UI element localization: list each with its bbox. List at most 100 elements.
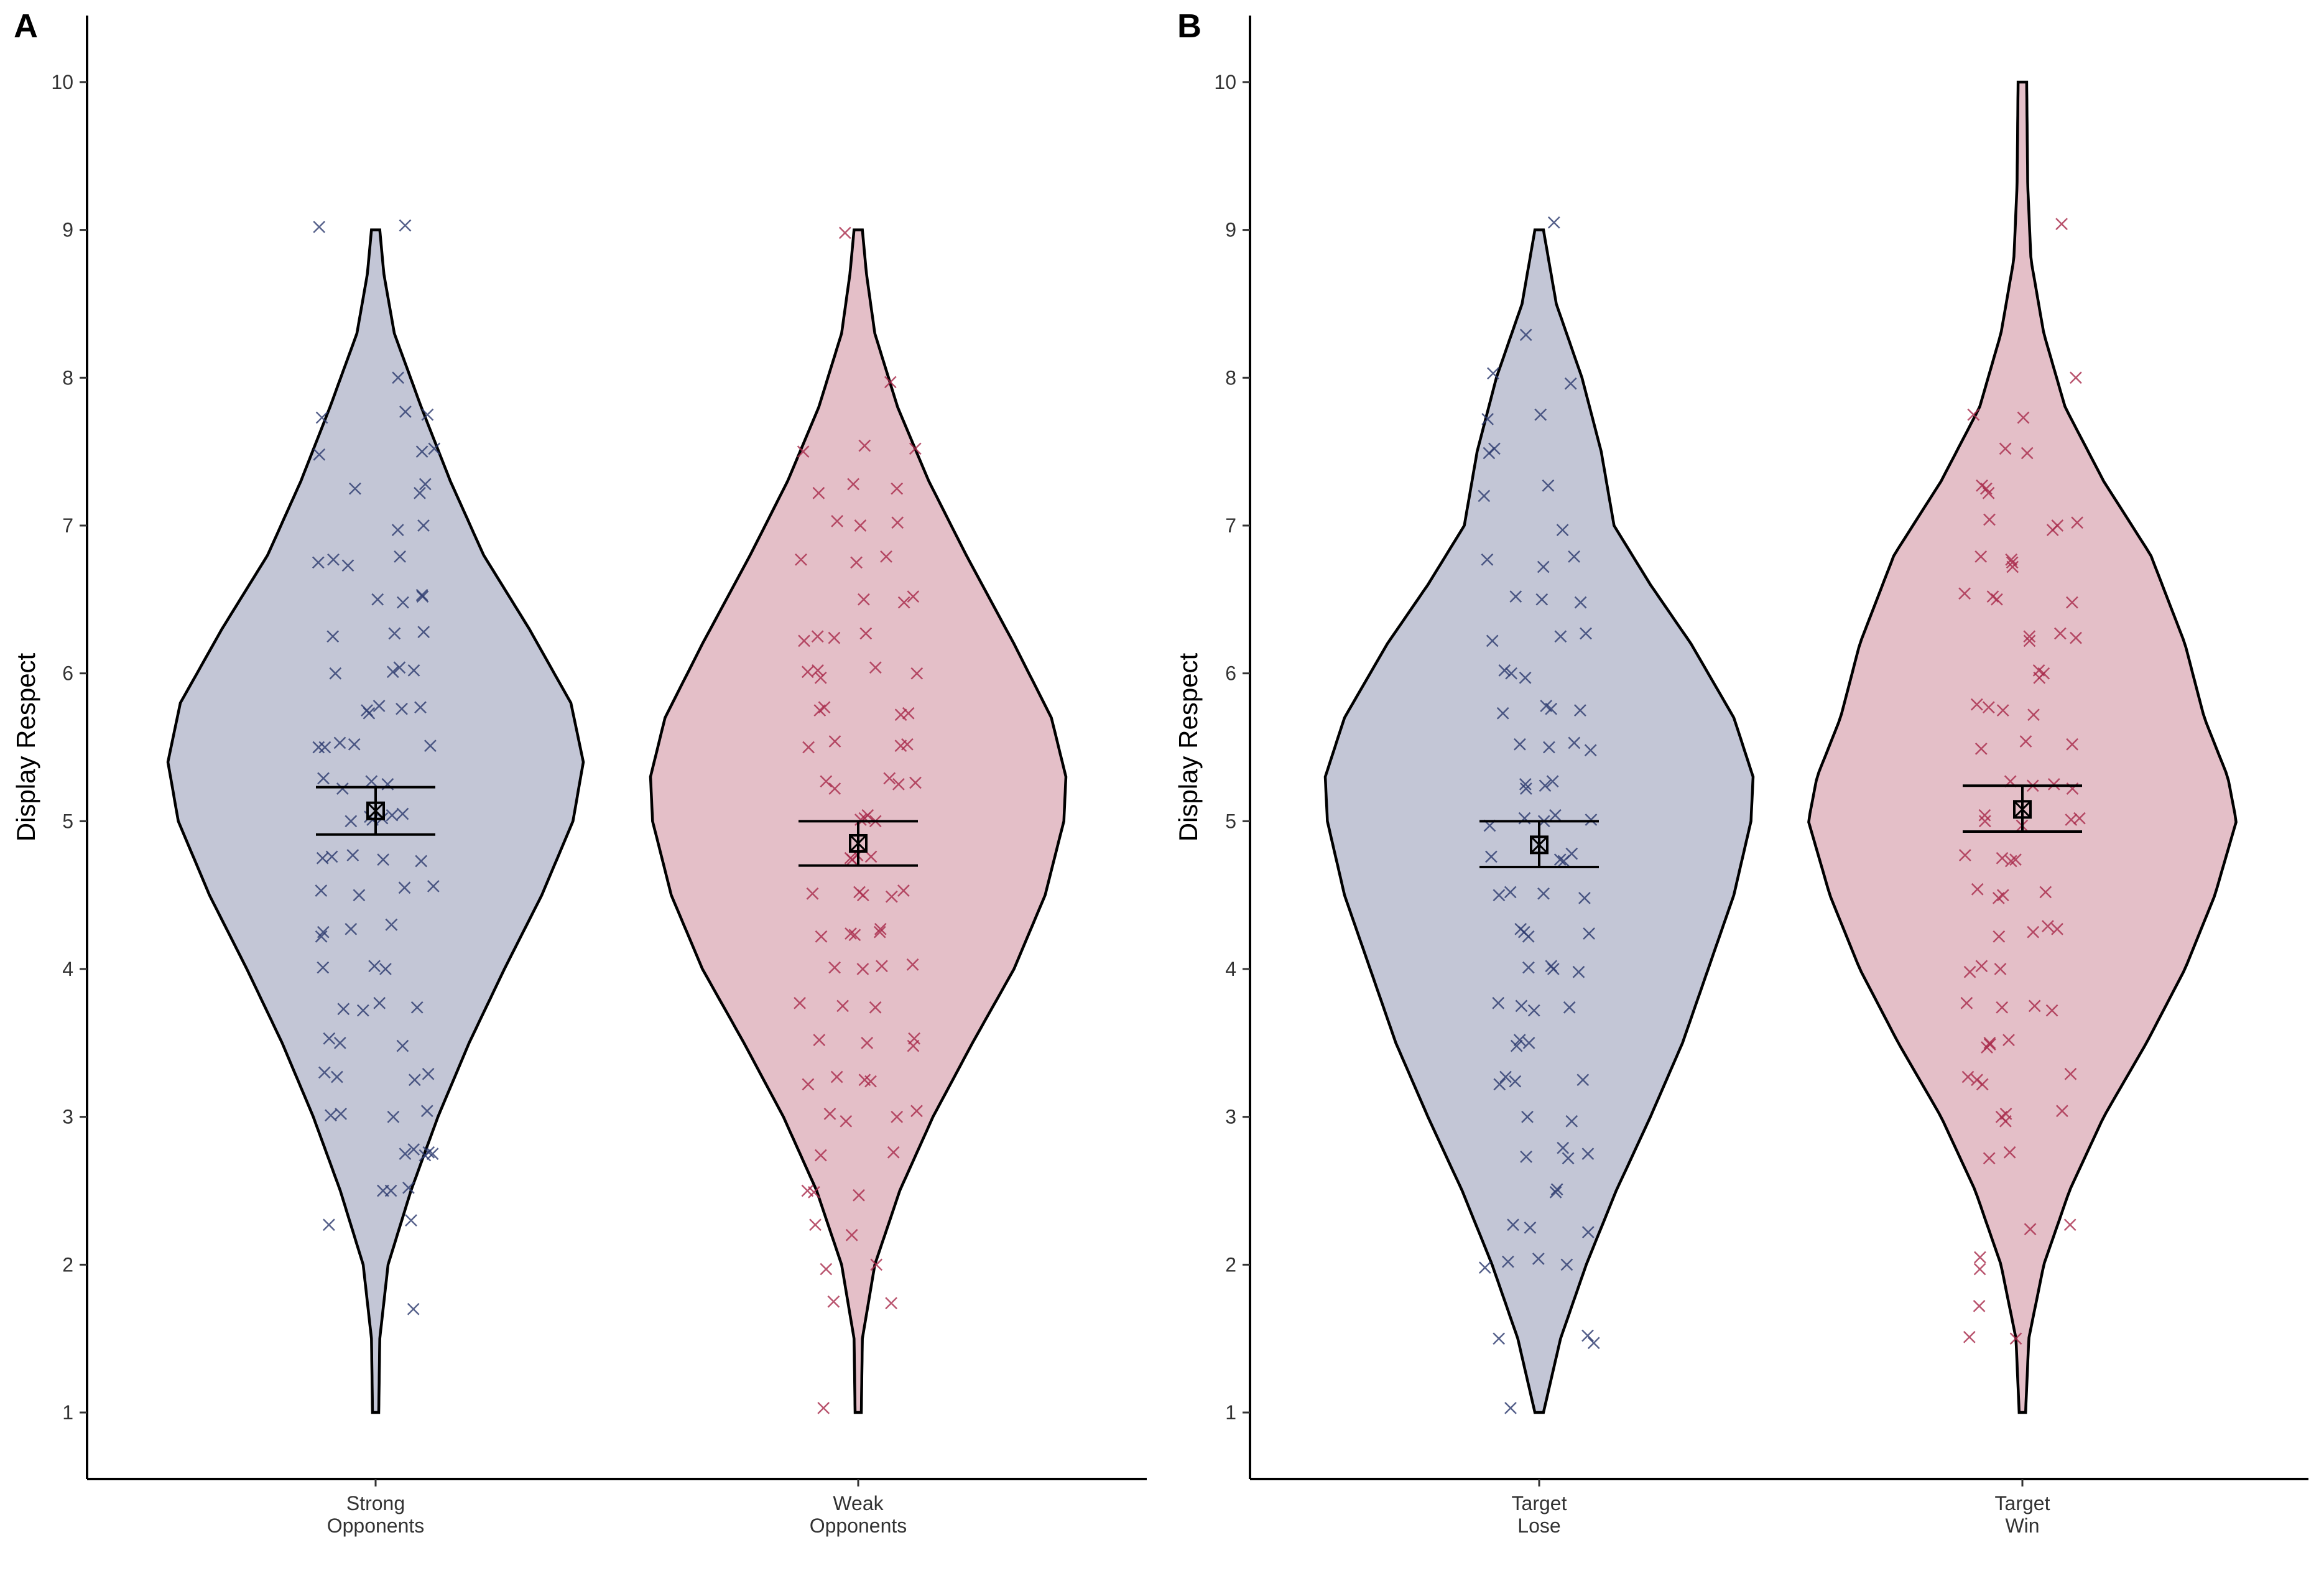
data-point bbox=[422, 1067, 435, 1080]
data-point bbox=[1578, 892, 1591, 904]
data-point bbox=[1564, 377, 1577, 390]
data-point bbox=[1973, 1300, 1986, 1312]
data-point bbox=[797, 445, 810, 458]
data-point bbox=[812, 664, 824, 677]
x-tick-label: Opponents bbox=[810, 1514, 907, 1537]
data-point bbox=[1583, 927, 1595, 940]
data-point bbox=[422, 1146, 435, 1159]
data-point bbox=[317, 772, 330, 785]
data-point bbox=[2023, 630, 2036, 643]
data-point bbox=[1983, 1038, 1996, 1051]
data-point bbox=[1580, 627, 1592, 640]
data-point bbox=[1524, 1222, 1537, 1234]
data-point bbox=[2039, 886, 2052, 899]
data-point bbox=[1587, 1337, 1600, 1350]
x-tick-label: Win bbox=[2005, 1514, 2039, 1537]
data-point bbox=[2028, 999, 2041, 1013]
data-point bbox=[1514, 738, 1526, 751]
data-point bbox=[828, 961, 841, 974]
data-point bbox=[869, 1001, 882, 1014]
data-point bbox=[421, 408, 434, 421]
data-point bbox=[815, 930, 828, 943]
data-point bbox=[1568, 736, 1581, 749]
data-point bbox=[897, 884, 910, 897]
data-point bbox=[420, 1105, 433, 1118]
data-point bbox=[1493, 1332, 1506, 1345]
data-point bbox=[417, 626, 430, 638]
data-point bbox=[345, 922, 358, 935]
mean-marker bbox=[1530, 835, 1549, 855]
data-point bbox=[864, 1075, 877, 1088]
data-point bbox=[318, 741, 331, 754]
data-point bbox=[329, 667, 342, 680]
data-point bbox=[795, 553, 807, 566]
data-point bbox=[2066, 596, 2078, 609]
panel-label: A bbox=[14, 7, 38, 45]
data-point bbox=[407, 1302, 420, 1315]
data-point bbox=[1502, 1255, 1514, 1268]
panel-label: B bbox=[1177, 7, 1201, 45]
data-point bbox=[859, 627, 873, 640]
data-point bbox=[808, 1186, 820, 1199]
data-point bbox=[1499, 1070, 1512, 1083]
data-point bbox=[2027, 925, 2040, 939]
y-tick-label: 3 bbox=[1225, 1106, 1236, 1128]
data-point bbox=[1519, 778, 1532, 791]
data-point bbox=[318, 1066, 331, 1079]
data-point bbox=[313, 221, 326, 233]
data-point bbox=[1519, 671, 1532, 684]
data-point bbox=[1996, 851, 2009, 865]
data-point bbox=[1974, 1251, 1986, 1264]
data-point bbox=[1519, 328, 1532, 341]
data-point bbox=[845, 1228, 858, 1241]
data-point bbox=[873, 925, 886, 939]
data-point bbox=[2004, 855, 2017, 868]
data-point bbox=[2006, 556, 2019, 569]
data-point bbox=[325, 1109, 337, 1122]
data-point bbox=[811, 630, 824, 643]
data-point bbox=[1481, 553, 1494, 566]
data-point bbox=[410, 1001, 424, 1014]
data-point bbox=[1550, 1183, 1563, 1196]
data-point bbox=[908, 1032, 920, 1045]
data-point bbox=[346, 849, 359, 861]
data-point bbox=[373, 996, 386, 1009]
data-point bbox=[1996, 704, 2009, 716]
data-point bbox=[399, 219, 412, 232]
data-point bbox=[417, 519, 430, 532]
data-point bbox=[838, 226, 851, 239]
data-point bbox=[1999, 442, 2012, 455]
data-point bbox=[874, 922, 887, 935]
data-point bbox=[2070, 371, 2082, 384]
data-point bbox=[1504, 886, 1517, 899]
data-point bbox=[427, 880, 440, 893]
data-point bbox=[820, 775, 833, 788]
data-point bbox=[415, 445, 428, 458]
data-point bbox=[2054, 627, 2067, 640]
data-point bbox=[1513, 1034, 1526, 1046]
data-point bbox=[348, 738, 361, 751]
data-point bbox=[864, 850, 877, 863]
data-point bbox=[1493, 1078, 1506, 1091]
data-point bbox=[312, 741, 325, 754]
y-tick-label: 5 bbox=[62, 810, 73, 832]
data-point bbox=[910, 1105, 923, 1118]
data-point bbox=[1486, 634, 1499, 647]
data-point bbox=[408, 1074, 421, 1087]
data-point bbox=[828, 735, 841, 748]
data-point bbox=[396, 702, 408, 715]
data-point bbox=[315, 930, 328, 943]
data-point bbox=[861, 809, 874, 822]
data-point bbox=[853, 886, 866, 899]
data-point bbox=[326, 630, 340, 643]
data-point bbox=[419, 478, 432, 491]
data-point bbox=[2002, 1034, 2015, 1046]
data-point bbox=[906, 958, 919, 971]
data-point bbox=[377, 1184, 389, 1197]
data-point bbox=[1509, 1075, 1522, 1088]
data-point bbox=[386, 809, 399, 822]
data-point bbox=[424, 740, 437, 752]
data-point bbox=[2071, 516, 2083, 529]
data-point bbox=[317, 961, 330, 974]
data-point bbox=[1970, 698, 1983, 711]
